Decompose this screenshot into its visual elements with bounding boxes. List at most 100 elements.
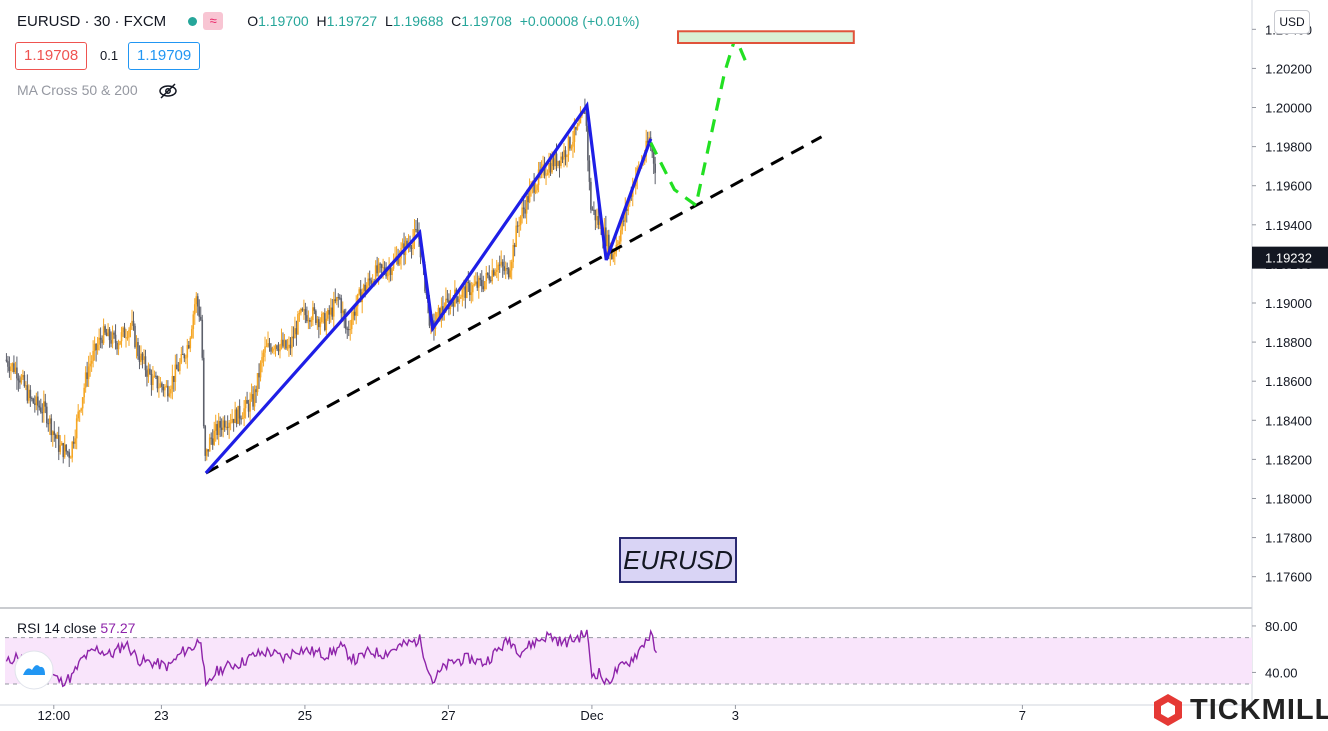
- candle-body: [458, 298, 461, 303]
- candle-body: [325, 318, 328, 331]
- candle-body: [525, 196, 528, 214]
- candle-body: [442, 306, 444, 312]
- candle-body: [246, 400, 248, 404]
- candle-body: [213, 430, 216, 445]
- candle-body: [132, 320, 135, 326]
- candle-body: [358, 289, 361, 295]
- support-line: [205, 135, 823, 475]
- candle-body: [267, 343, 269, 347]
- candle-body: [288, 344, 290, 347]
- candle-body: [89, 363, 91, 367]
- candle-body: [492, 270, 495, 276]
- candle-body: [313, 307, 316, 311]
- candle-body: [347, 329, 350, 331]
- candle-body: [43, 401, 45, 413]
- candle-body: [379, 263, 381, 265]
- time-axis[interactable]: 12:00 23 25 27 Dec 3 7: [0, 704, 1252, 723]
- ma-indicator-label[interactable]: MA Cross 50 & 200: [17, 82, 138, 98]
- candle-body: [34, 403, 36, 406]
- support-trendline[interactable]: [205, 135, 823, 475]
- candle-body: [497, 264, 500, 270]
- candle-body: [576, 125, 579, 130]
- candle-body: [144, 356, 147, 371]
- candle-body: [40, 407, 42, 413]
- candle-body: [371, 281, 374, 284]
- candle-body: [409, 244, 411, 248]
- candle-body: [500, 261, 503, 265]
- currency-button[interactable]: USD: [1274, 10, 1310, 34]
- hidden-eye-icon[interactable]: [158, 82, 178, 100]
- candle-body: [412, 238, 414, 249]
- candle-body: [584, 109, 586, 115]
- candle-body: [509, 270, 511, 278]
- candle-body: [324, 313, 326, 331]
- tickmill-logo: TICKMILL: [1152, 693, 1328, 727]
- projection-path[interactable]: [649, 32, 748, 208]
- replay-icon[interactable]: ≈: [203, 12, 224, 30]
- candle-body: [164, 386, 166, 391]
- tickmill-hexagon-icon: [1154, 694, 1182, 726]
- candle-body: [548, 163, 550, 173]
- candle-body: [289, 344, 292, 349]
- candle-body: [353, 311, 356, 316]
- candle-body: [445, 298, 447, 312]
- candle-body: [211, 438, 214, 445]
- candle-body: [463, 286, 465, 290]
- rsi-line: [5, 628, 658, 688]
- candle-body: [474, 281, 477, 285]
- candle-body: [309, 320, 311, 322]
- rsi-legend[interactable]: RSI 14 close 57.27: [17, 620, 135, 636]
- candle-body: [25, 385, 27, 387]
- candle-body: [306, 315, 308, 322]
- candle-body: [93, 343, 96, 351]
- candle-body: [95, 343, 97, 351]
- candle-body: [341, 310, 344, 314]
- candle-body: [391, 268, 393, 276]
- candle-body: [303, 309, 305, 311]
- candle-body: [156, 376, 159, 389]
- candle-body: [149, 368, 151, 374]
- zigzag-trendline[interactable]: [204, 101, 653, 475]
- rsi-indicator-label: RSI 14 close: [17, 620, 97, 636]
- candle-body: [125, 337, 127, 339]
- candle-body: [68, 452, 71, 458]
- candle-body: [189, 337, 192, 349]
- candle-body: [5, 359, 8, 362]
- candle-body: [31, 398, 33, 400]
- buy-price-button[interactable]: 1.19709: [128, 42, 201, 70]
- candle-body: [337, 297, 340, 299]
- symbol-title[interactable]: EURUSD · 30 · FXCM: [17, 12, 167, 30]
- candle-body: [470, 292, 473, 296]
- candle-body: [20, 377, 23, 383]
- candle-body: [533, 182, 535, 193]
- candle-body: [78, 410, 81, 412]
- price-tick-label: 1.17600: [1265, 570, 1312, 585]
- annotation-label[interactable]: EURUSD: [619, 537, 737, 583]
- candle-body: [249, 399, 251, 412]
- candle-body: [47, 423, 50, 425]
- tradingview-logo-icon[interactable]: [14, 650, 54, 690]
- candle-body: [26, 385, 29, 401]
- price-tick-label: 1.18200: [1265, 452, 1312, 467]
- change-value: +0.00008 (+0.01%): [519, 13, 640, 29]
- target-zone[interactable]: [677, 30, 855, 45]
- candle-body: [123, 327, 126, 338]
- candle-body: [244, 400, 247, 409]
- candle-body: [504, 268, 507, 271]
- candle-body: [569, 137, 571, 149]
- candle-body: [126, 337, 129, 339]
- candle-body: [572, 141, 574, 147]
- candle-body: [440, 306, 443, 320]
- candle-body: [382, 267, 384, 269]
- candle-body: [555, 153, 558, 167]
- sell-price-button[interactable]: 1.19708: [15, 42, 88, 70]
- candle-body: [543, 164, 546, 176]
- time-tick-label: 3: [732, 708, 739, 723]
- candle-body: [594, 209, 597, 221]
- candle-body: [264, 346, 266, 353]
- candle-body: [146, 370, 148, 377]
- candle-body: [161, 383, 163, 387]
- candle-body: [74, 438, 76, 444]
- price-axis[interactable]: 1.17600 1.17800 1.18000 1.18200 1.18400 1.186…: [1251, 0, 1328, 731]
